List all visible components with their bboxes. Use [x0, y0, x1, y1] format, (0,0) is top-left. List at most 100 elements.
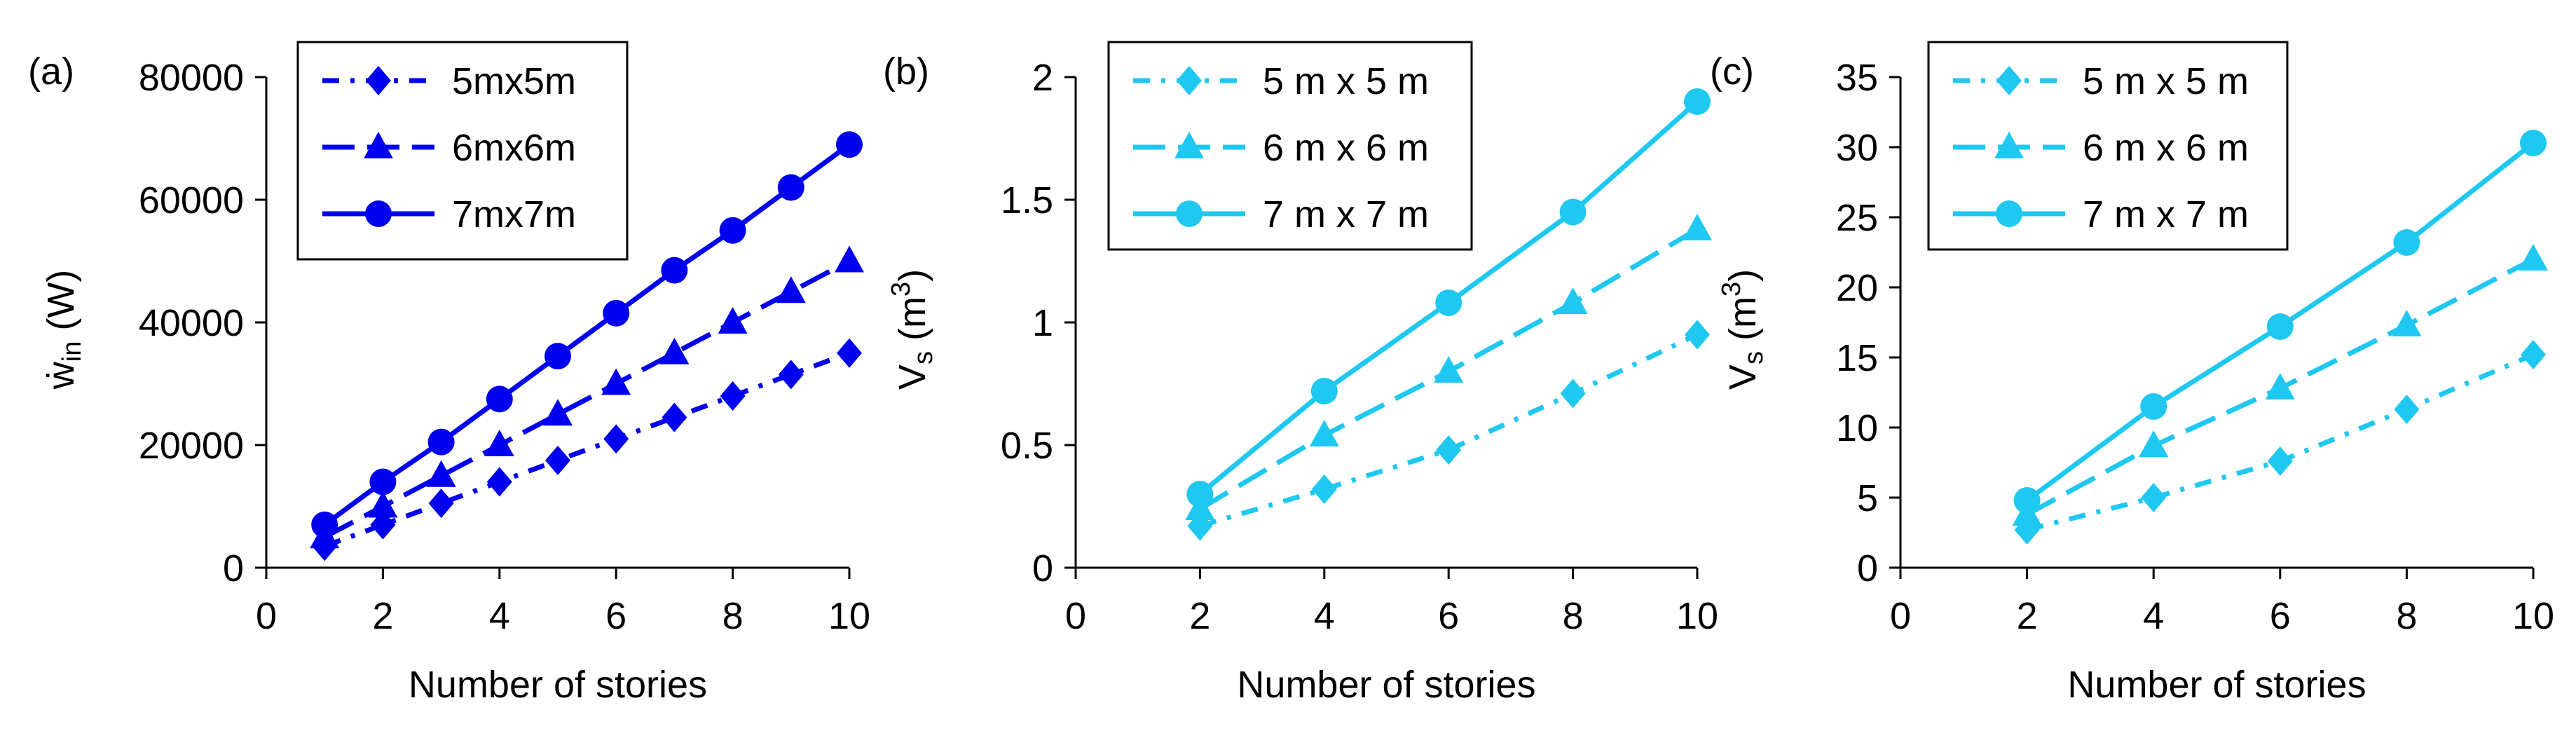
x-tick-label: 10: [2512, 595, 2554, 637]
data-point: [543, 399, 573, 426]
x-axis-label: Number of stories: [1237, 664, 1535, 706]
legend-marker: [1994, 132, 2024, 158]
data-point: [2140, 393, 2167, 420]
data-point: [2013, 487, 2041, 514]
y-axis-label-main: V: [1722, 364, 1764, 390]
legend-marker: [364, 132, 393, 158]
data-point: [1684, 88, 1711, 115]
y-tick-label: 1: [1032, 302, 1053, 344]
legend-marker: [1176, 200, 1203, 227]
legend-label: 5mx5m: [452, 60, 576, 102]
data-point: [601, 368, 631, 395]
legend-marker: [1996, 66, 2022, 95]
data-point: [662, 402, 687, 432]
y-tick-label: 25: [1836, 197, 1878, 239]
data-point: [778, 360, 804, 390]
data-point: [484, 430, 514, 456]
legend-box: [1927, 41, 2289, 251]
data-point: [2520, 130, 2547, 156]
y-tick-label: 5: [1857, 477, 1878, 519]
series-diamond: [2014, 340, 2546, 545]
data-point: [428, 489, 454, 519]
data-point: [2266, 313, 2294, 340]
y-tick-label: 0: [1032, 547, 1053, 589]
data-point: [486, 385, 513, 413]
y-axis-label: Vs (m3): [886, 269, 938, 390]
legend-label: 5 m x 5 m: [1263, 60, 1429, 102]
series-triangle: [1185, 214, 1712, 520]
y-axis-label-unit: (m: [1722, 296, 1764, 351]
y-tick-label: 20000: [139, 425, 244, 467]
x-tick-label: 4: [1314, 595, 1335, 637]
x-tick-label: 4: [489, 595, 510, 637]
data-point: [603, 424, 629, 454]
series-diamond: [1187, 320, 1710, 541]
x-axis-label: Number of stories: [2067, 664, 2366, 706]
y-tick-label: 10: [1836, 407, 1878, 449]
y-axis-label-main: ẇ: [40, 361, 82, 390]
x-tick-label: 2: [372, 595, 393, 637]
y-axis-label-main: V: [891, 364, 933, 390]
series-line: [323, 350, 851, 549]
y-axis-label-unit: (W): [40, 270, 82, 341]
data-point: [835, 245, 864, 273]
data-point: [2267, 446, 2293, 476]
data-point: [1186, 481, 1214, 507]
legend-label: 7 m x 7 m: [2083, 193, 2249, 235]
data-point: [544, 343, 571, 370]
legend-label: 6 m x 6 m: [2083, 127, 2249, 169]
legend: 5mx5m 6mx6m 7mx7m: [296, 41, 629, 261]
series-circle: [1186, 88, 1711, 507]
data-point: [2393, 229, 2420, 256]
y-tick-label: 35: [1836, 57, 1878, 99]
y-tick-label: 0: [223, 547, 244, 589]
data-point: [1558, 287, 1588, 314]
y-axis-label: ẇin (W): [40, 270, 87, 390]
legend-marker: [1174, 132, 1204, 158]
series-line: [1199, 332, 1699, 528]
x-tick-label: 8: [722, 595, 744, 637]
data-point: [603, 299, 630, 327]
data-point: [2139, 430, 2169, 457]
data-point: [426, 460, 456, 487]
x-tick-label: 10: [828, 595, 870, 637]
data-point: [718, 307, 748, 334]
y-axis-label-superscript: 3: [1717, 282, 1746, 296]
legend-label: 6 m x 6 m: [1263, 127, 1429, 169]
legend-label: 6mx6m: [452, 127, 576, 169]
series-triangle: [310, 245, 864, 549]
x-axis-label: Number of stories: [409, 664, 707, 706]
series-diamond: [312, 338, 862, 561]
data-point: [311, 511, 338, 538]
data-point: [1309, 420, 1339, 446]
x-tick-label: 8: [1563, 595, 1584, 637]
y-axis-label-subscript: s: [1739, 351, 1769, 364]
x-tick-label: 8: [2396, 595, 2417, 637]
data-point: [2519, 244, 2548, 271]
y-tick-label: 30: [1836, 127, 1878, 169]
y-tick-label: 40000: [139, 302, 244, 344]
x-tick-label: 10: [1676, 595, 1718, 637]
legend-marker: [1996, 200, 2022, 227]
x-tick-label: 0: [256, 595, 277, 637]
data-point: [1310, 378, 1338, 404]
panel-label: (a): [28, 50, 74, 93]
data-point: [486, 467, 512, 497]
y-axis-label-unit: (m: [891, 296, 933, 351]
data-point: [836, 131, 863, 158]
data-point: [659, 337, 690, 364]
data-point: [545, 445, 570, 475]
data-point: [1434, 356, 1464, 383]
legend-marker: [365, 200, 392, 227]
chart-panel-2: 0 0.5 1 1.5 2 0 2 4 6 8 10 Number of stories Vs (m3)…: [883, 41, 1718, 706]
x-tick-label: 2: [2017, 595, 2038, 637]
y-axis-label-close: ): [1722, 269, 1764, 282]
legend: 5 m x 5 m 6 m x 6 m 7 m x 7 m: [1107, 41, 1473, 251]
legend-label: 7mx7m: [452, 193, 576, 235]
series-circle: [311, 131, 863, 538]
y-axis-label: Vs (m3): [1717, 269, 1769, 390]
data-point: [1559, 198, 1587, 226]
data-point: [1685, 320, 1710, 350]
x-tick-label: 6: [2270, 595, 2291, 637]
data-point: [2521, 340, 2546, 369]
